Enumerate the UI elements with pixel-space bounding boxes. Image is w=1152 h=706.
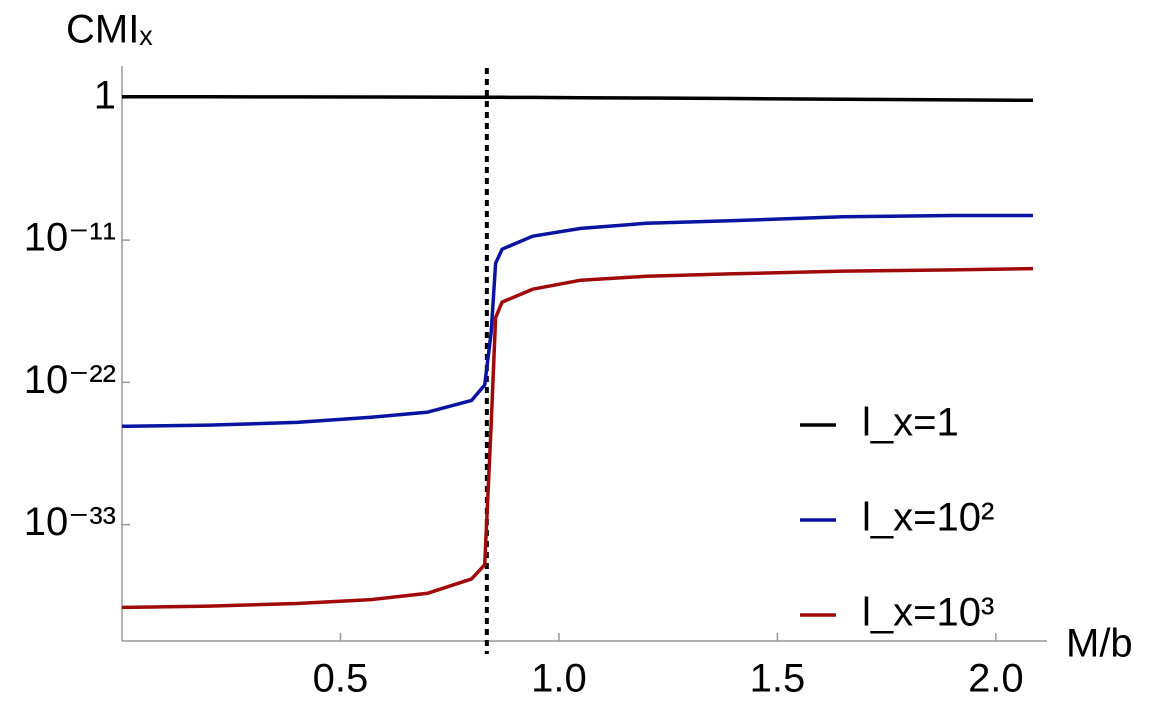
legend-label: l_x=10³ [862, 591, 994, 635]
x-tick-label: 0.5 [313, 657, 369, 701]
series-line [122, 95, 1034, 103]
x-tick-label: 1.5 [750, 657, 806, 701]
y-tick-label: 10⁻¹¹ [24, 216, 116, 260]
legend-label: l_x=10² [862, 496, 994, 540]
series-line [121, 266, 1034, 610]
y-tick-label: 1 [94, 73, 116, 117]
x-tick-label: 2.0 [968, 657, 1024, 701]
y-axis-label: CMIₓ [66, 8, 153, 52]
y-tick-label: 10⁻³³ [24, 500, 116, 544]
x-tick-label: 1.0 [531, 657, 587, 701]
series-line [121, 213, 1033, 429]
y-tick-label: 10⁻²² [24, 358, 116, 402]
x-axis-label: M/b [1066, 622, 1133, 666]
legend-label: l_x=1 [862, 401, 959, 445]
